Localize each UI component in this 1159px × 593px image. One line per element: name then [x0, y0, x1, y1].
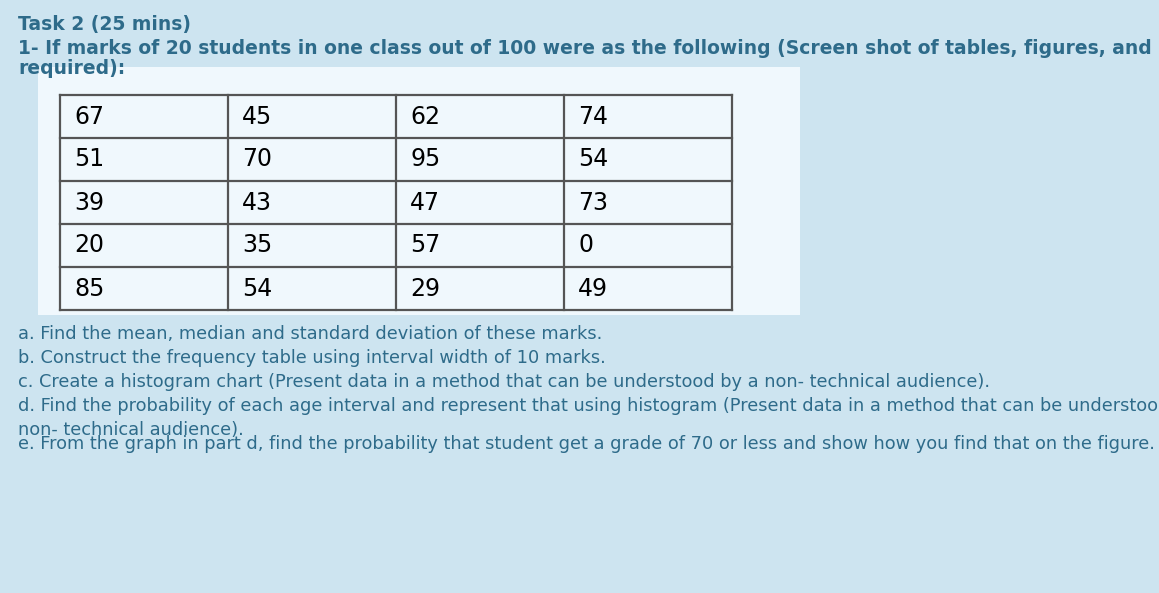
Text: 73: 73: [578, 190, 608, 215]
Text: e. From the graph in part d, find the probability that student get a grade of 70: e. From the graph in part d, find the pr…: [19, 435, 1154, 453]
Text: 35: 35: [242, 234, 272, 257]
Text: 0: 0: [578, 234, 593, 257]
Text: 54: 54: [242, 276, 272, 301]
Text: 1- If marks of 20 students in one class out of 100 were as the following (Screen: 1- If marks of 20 students in one class …: [19, 39, 1159, 58]
Text: 67: 67: [74, 104, 104, 129]
Text: 47: 47: [410, 190, 440, 215]
Text: 54: 54: [578, 148, 608, 171]
Text: Task 2 (25 mins): Task 2 (25 mins): [19, 15, 191, 34]
Text: 43: 43: [242, 190, 272, 215]
Text: 62: 62: [410, 104, 440, 129]
Text: c. Create a histogram chart (Present data in a method that can be understood by : c. Create a histogram chart (Present dat…: [19, 373, 990, 391]
Text: 39: 39: [74, 190, 104, 215]
Text: 74: 74: [578, 104, 608, 129]
Text: 95: 95: [410, 148, 440, 171]
Text: 49: 49: [578, 276, 608, 301]
Text: 85: 85: [74, 276, 104, 301]
FancyBboxPatch shape: [38, 67, 800, 315]
Text: d. Find the probability of each age interval and represent that using histogram : d. Find the probability of each age inte…: [19, 397, 1159, 439]
Text: a. Find the mean, median and standard deviation of these marks.: a. Find the mean, median and standard de…: [19, 325, 603, 343]
Text: 45: 45: [242, 104, 272, 129]
Text: 20: 20: [74, 234, 104, 257]
Text: 29: 29: [410, 276, 440, 301]
Text: 51: 51: [74, 148, 104, 171]
Text: 57: 57: [410, 234, 440, 257]
Text: 70: 70: [242, 148, 272, 171]
Text: b. Construct the frequency table using interval width of 10 marks.: b. Construct the frequency table using i…: [19, 349, 606, 367]
Text: required):: required):: [19, 59, 125, 78]
